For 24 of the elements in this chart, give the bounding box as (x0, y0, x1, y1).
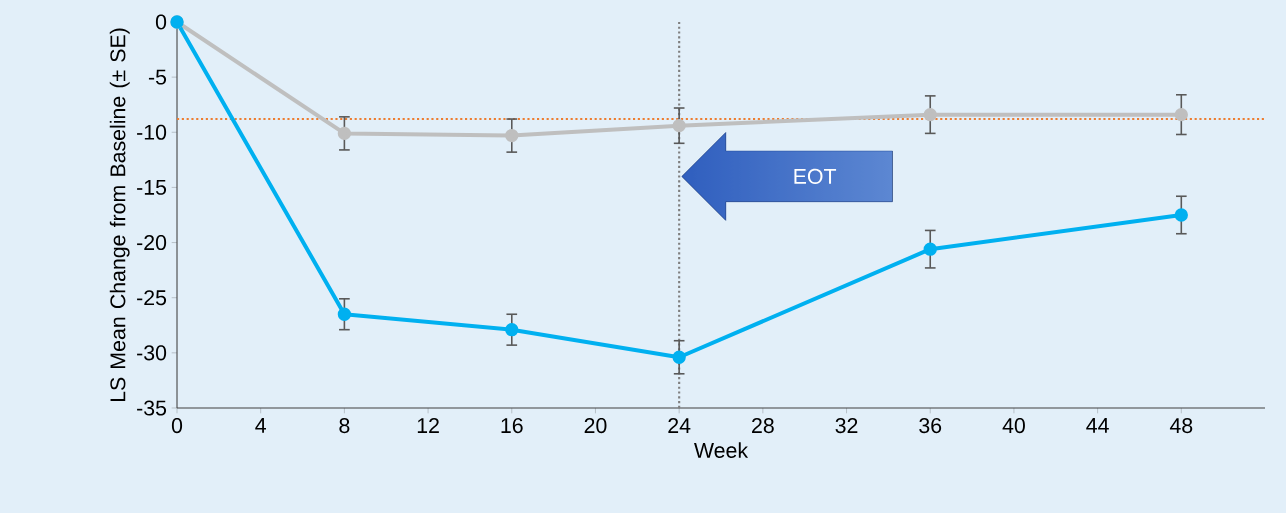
x-tick-label: 44 (1086, 418, 1109, 433)
y-tick-label: -15 (137, 179, 167, 195)
x-tick-label: 0 (171, 418, 183, 434)
x-tick-label: 16 (501, 418, 523, 434)
x-tick-label: 32 (835, 418, 858, 434)
x-tick-label: 4 (255, 418, 266, 433)
annotation: EOT (794, 168, 837, 184)
x-tick-label: 48 (1169, 418, 1193, 434)
y-tick-label: 0 (155, 14, 167, 30)
x-tick-label: 40 (1002, 418, 1025, 434)
x-axis-title: Week (694, 442, 749, 458)
x-tick-label: 24 (668, 418, 691, 433)
y-tick-label: -35 (137, 400, 167, 416)
x-tick-label: 20 (584, 418, 607, 434)
y-tick-label: -5 (148, 69, 167, 85)
x-tick-label: 36 (919, 418, 942, 434)
x-tick-label: 28 (752, 418, 774, 434)
x-tick-label: 8 (339, 418, 350, 434)
x-tick-label: 12 (417, 418, 439, 433)
y-tick-label: -20 (137, 235, 167, 251)
y-axis-title: LS Mean Change from Baseline (± SE) (109, 28, 130, 402)
y-tick-label: -25 (137, 290, 167, 306)
y-tick-label: -30 (137, 345, 167, 361)
y-tick-label: -10 (137, 124, 167, 140)
